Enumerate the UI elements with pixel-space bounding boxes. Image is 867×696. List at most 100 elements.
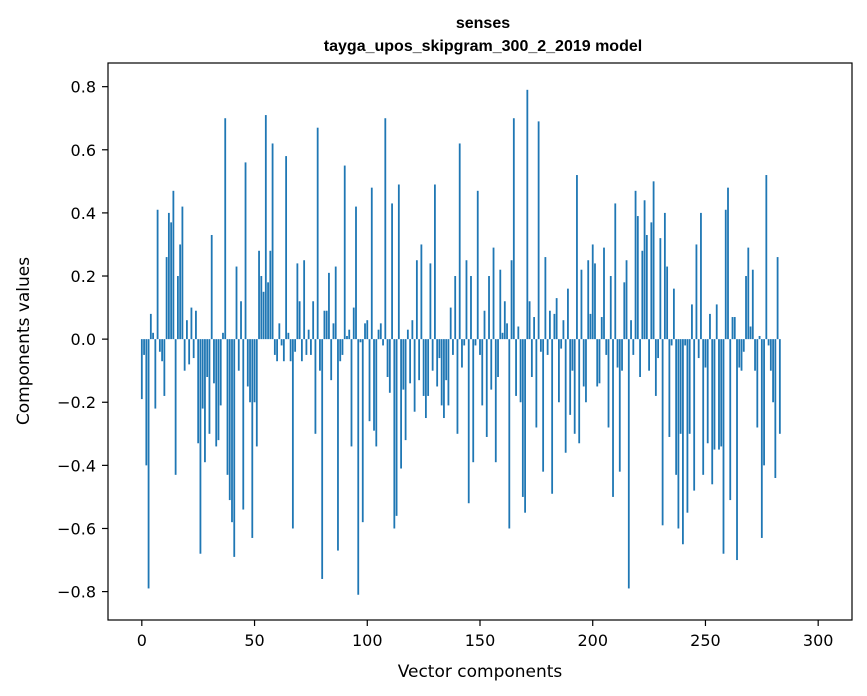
bar <box>776 257 779 340</box>
bar <box>711 339 714 485</box>
bar <box>551 339 554 494</box>
bar <box>715 304 718 340</box>
bar <box>409 339 412 384</box>
bar <box>485 339 488 437</box>
bar <box>537 121 540 340</box>
bar <box>470 276 472 340</box>
x-tick-label: 0 <box>137 631 147 650</box>
y-axis: −0.8 −0.6 −0.4 −0.2 0.0 0.2 0.4 0.6 0.8 <box>57 78 108 602</box>
bar <box>213 339 215 384</box>
bar <box>612 339 614 497</box>
x-tick-label: 200 <box>577 631 608 650</box>
bar <box>422 339 425 396</box>
x-tick-label: 300 <box>803 631 834 650</box>
bar <box>630 320 632 340</box>
bar <box>614 203 617 340</box>
bar <box>636 216 639 340</box>
bar <box>373 339 375 431</box>
bar <box>512 118 515 340</box>
bar <box>490 339 493 390</box>
bar <box>210 234 213 340</box>
bar <box>627 339 630 589</box>
bar <box>167 212 170 340</box>
bar <box>539 339 542 352</box>
bar <box>751 269 754 340</box>
bar <box>156 209 159 340</box>
bar <box>772 339 774 403</box>
bar <box>388 339 391 393</box>
bar <box>280 339 283 346</box>
bar <box>285 156 288 340</box>
x-axis: 0 50 100 150 200 250 300 <box>137 620 834 650</box>
bar <box>413 339 416 412</box>
bar <box>492 247 495 340</box>
bar <box>260 276 263 340</box>
bar <box>364 323 366 340</box>
bar <box>195 310 197 340</box>
bar <box>727 187 729 340</box>
bar <box>438 339 441 359</box>
bar <box>375 339 378 447</box>
bar <box>397 184 400 340</box>
bar <box>289 339 292 362</box>
bar <box>548 310 551 340</box>
bar <box>733 317 736 340</box>
bar <box>571 339 574 371</box>
bar <box>264 115 267 340</box>
bar <box>553 313 556 340</box>
x-axis-label: Vector components <box>398 662 563 682</box>
bar <box>219 339 222 406</box>
bar <box>366 320 369 340</box>
bar <box>731 317 734 340</box>
bar <box>352 307 355 340</box>
bar <box>197 339 200 444</box>
bar <box>332 323 335 340</box>
bar <box>404 339 407 441</box>
bar <box>458 143 461 340</box>
bar <box>643 200 646 340</box>
bar <box>625 260 628 340</box>
bar <box>497 339 499 377</box>
bar <box>639 339 641 377</box>
chart-subtitle: tayga_upos_skipgram_300_2_2019 model <box>324 38 642 55</box>
bar <box>420 244 423 340</box>
bar <box>632 339 635 355</box>
bar <box>350 339 353 447</box>
bar <box>190 307 193 340</box>
bar <box>560 339 563 349</box>
bar <box>158 339 161 352</box>
bar <box>704 339 707 368</box>
bar <box>754 339 756 371</box>
bar <box>720 339 723 447</box>
bar <box>143 339 145 355</box>
bar <box>686 339 689 513</box>
bar <box>691 304 693 340</box>
bar <box>454 276 457 340</box>
bar <box>528 301 531 340</box>
bar <box>226 339 229 475</box>
bar <box>605 339 608 355</box>
bar <box>361 339 364 523</box>
bar <box>618 339 621 472</box>
bar <box>706 339 709 444</box>
bar <box>578 339 581 444</box>
bar <box>672 288 675 340</box>
bar <box>555 298 558 340</box>
bar <box>355 206 357 340</box>
bar <box>603 247 605 340</box>
bar <box>778 339 781 434</box>
bar <box>501 332 504 340</box>
y-tick-label: −0.6 <box>57 519 96 538</box>
bar <box>181 206 184 340</box>
y-tick-label: 0.0 <box>71 330 96 349</box>
x-tick-label: 250 <box>690 631 721 650</box>
bar <box>607 339 610 428</box>
bar <box>558 339 560 403</box>
bar <box>204 339 206 463</box>
bar <box>267 282 269 340</box>
bar <box>255 339 258 447</box>
bar <box>745 276 747 340</box>
bar <box>246 339 249 387</box>
bar <box>386 339 389 377</box>
